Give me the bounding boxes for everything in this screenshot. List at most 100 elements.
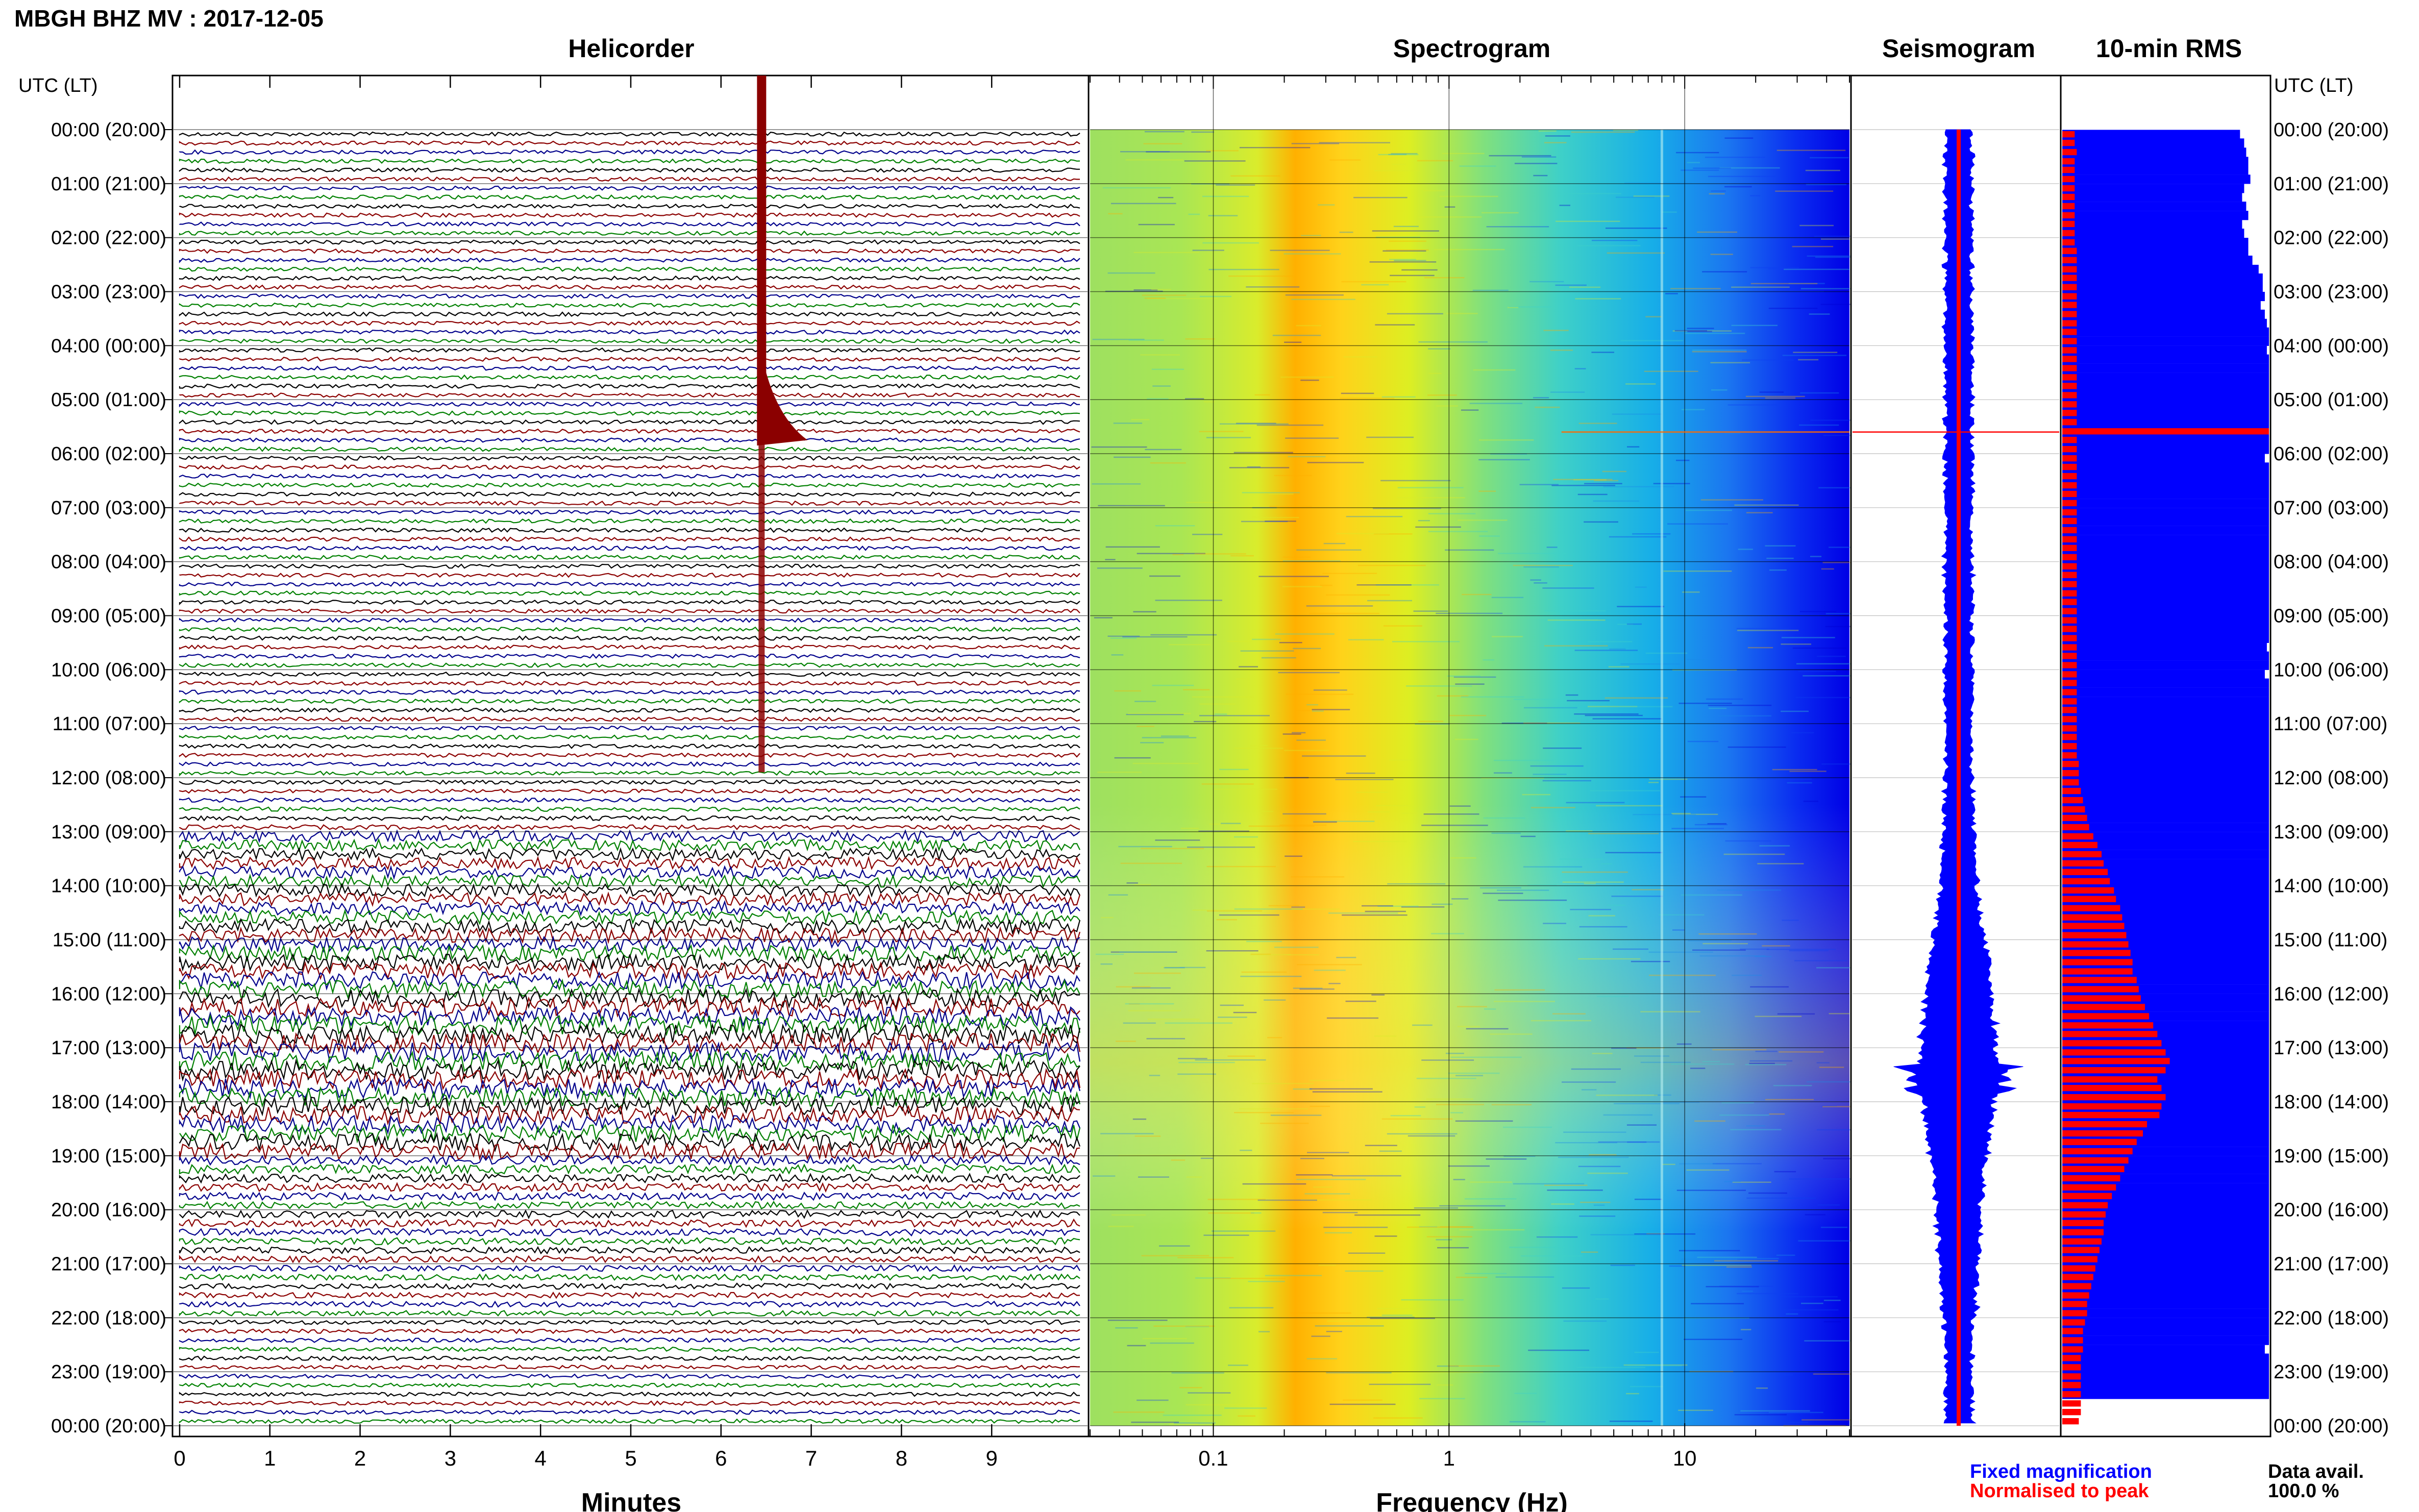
spectrogram-speckle (1783, 1309, 1839, 1311)
spectrogram-speckle (1823, 1321, 1841, 1323)
spectrogram-speckle (1138, 224, 1175, 226)
helicorder-trace (179, 275, 1080, 281)
helicorder-trace (179, 1058, 1080, 1082)
minutes-tick-label: 9 (986, 1446, 998, 1470)
spectrogram-speckle (1578, 958, 1641, 960)
rms-normalised-bar (2062, 1013, 2150, 1020)
spectrogram-speckle (1134, 884, 1151, 885)
rms-normalised-bar (2062, 320, 2077, 327)
helicorder-trace (179, 1050, 1080, 1073)
spectrogram-speckle (1578, 423, 1617, 424)
spectrogram-speckle (1280, 376, 1334, 378)
rms-normalised-bar (2062, 905, 2120, 911)
spectrogram-speckle (1261, 657, 1296, 659)
helicorder-trace (179, 563, 1080, 569)
spectrogram-speckle (1649, 975, 1716, 976)
spectrogram-speckle (1416, 1078, 1476, 1079)
rms-normalised-bar (2062, 1121, 2147, 1128)
spectrogram-speckle (1302, 755, 1366, 757)
helicorder-trace (179, 1373, 1080, 1379)
spectrogram-speckle (1725, 840, 1771, 842)
helicorder-title: Helicorder (568, 34, 694, 63)
spectrogram-speckle (1234, 836, 1258, 838)
spectrogram-speckle (1345, 1270, 1384, 1272)
time-label-left: 00:00 (20:00) (51, 1416, 166, 1437)
spectrogram-speckle (1662, 1102, 1700, 1103)
spectrogram-speckle (1786, 1313, 1798, 1315)
spectrogram-speckle (1494, 1001, 1555, 1002)
spectrogram-speckle (1698, 933, 1757, 935)
rms-fixed-bar (2062, 562, 2269, 572)
rms-fixed-bar (2062, 769, 2269, 778)
minutes-tick-label: 0 (174, 1446, 185, 1470)
spectrogram-speckle (1204, 238, 1260, 239)
spectrogram-speckle (1439, 1205, 1505, 1207)
spectrogram-speckle (1556, 220, 1620, 222)
helicorder-trace (179, 1246, 1080, 1255)
time-label-right: 02:00 (22:00) (2274, 228, 2389, 249)
rms-fixed-bar (2062, 553, 2269, 562)
helicorder-trace (179, 356, 1080, 362)
spectrogram-speckle (1374, 1235, 1397, 1237)
time-label-right: 00:00 (20:00) (2274, 1416, 2389, 1437)
spectrogram-speckle (1115, 1327, 1138, 1329)
spectrogram-speckle (1605, 697, 1668, 699)
rms-normalised-bar (2062, 1400, 2081, 1407)
rms-fixed-bar (2062, 813, 2269, 823)
spectrogram-speckle (1765, 397, 1796, 399)
spectrogram-speckle (1593, 1204, 1605, 1206)
spectrogram-speckle (1291, 143, 1340, 144)
spectrogram-speckle (1564, 193, 1621, 194)
spectrogram-speckle (1816, 1129, 1859, 1131)
helicorder-trace (179, 140, 1080, 146)
spectrogram-speckle (1113, 423, 1143, 424)
spectrogram-speckle (1799, 424, 1839, 426)
spectrogram-speckle (1161, 735, 1189, 737)
rms-fixed-bar (2062, 877, 2269, 886)
spectrogram-speckle (1792, 245, 1834, 247)
rms-fixed-bar (2062, 273, 2263, 283)
spectrogram-speckle (1116, 1040, 1136, 1042)
rms-normalised-bar (2062, 787, 2081, 795)
rms-normalised-bar (2062, 455, 2077, 462)
helicorder-trace (179, 1218, 1080, 1228)
spectrogram-speckle (1108, 213, 1123, 215)
spectrogram-speckle (1191, 1074, 1214, 1076)
spectrogram-speckle (1285, 294, 1344, 296)
spectrogram-speckle (1676, 1189, 1746, 1191)
spectrogram-speckle (1143, 1337, 1187, 1340)
spectrogram-speckle (1144, 298, 1166, 299)
spectrogram-speckle (1579, 1216, 1616, 1217)
rms-fixed-bar (2062, 1299, 2269, 1309)
spectrogram-speckle (1186, 1176, 1202, 1178)
spectrogram-speckle (1562, 1081, 1616, 1083)
spectrogram-speckle (1800, 288, 1856, 289)
rms-fixed-bar (2062, 606, 2269, 616)
spectrogram-speckle (1285, 855, 1302, 857)
spectrogram-speckle (1817, 1204, 1840, 1206)
rms-fixed-bar (2062, 400, 2269, 409)
spectrogram-speckle (1710, 362, 1750, 363)
spectrogram-speckle (1551, 485, 1615, 486)
spectrogram-speckle (1648, 951, 1713, 953)
spectrogram-speckle (1609, 536, 1667, 538)
rms-normalised-bar (2062, 986, 2139, 993)
spectrogram-speckle (1440, 1226, 1473, 1228)
spectrogram-speckle (1682, 1265, 1751, 1266)
spectrogram-speckle (1209, 823, 1226, 825)
spectrogram-speckle (1161, 966, 1180, 968)
spectrogram-x-ticks: 0.1 1 10 (1090, 76, 1850, 1470)
spectrogram-speckle (1239, 1108, 1309, 1110)
spectrogram-speckle (1146, 151, 1211, 153)
spectrogram-speckle (1307, 1152, 1349, 1153)
rms-normalised-bar (2062, 707, 2077, 713)
spectrogram-speckle (1313, 821, 1375, 822)
spectrogram-speckle (1268, 905, 1299, 907)
spectrogram-speckle (1126, 882, 1138, 884)
spectrogram-speckle (1412, 1024, 1433, 1026)
rms-fixed-bar (2062, 1201, 2269, 1210)
spectrogram-speckle (1293, 987, 1323, 989)
spectrogram-speckle (1543, 330, 1569, 331)
spectrogram-speckle (1766, 557, 1794, 559)
spectrogram-speckle (1801, 1302, 1823, 1304)
